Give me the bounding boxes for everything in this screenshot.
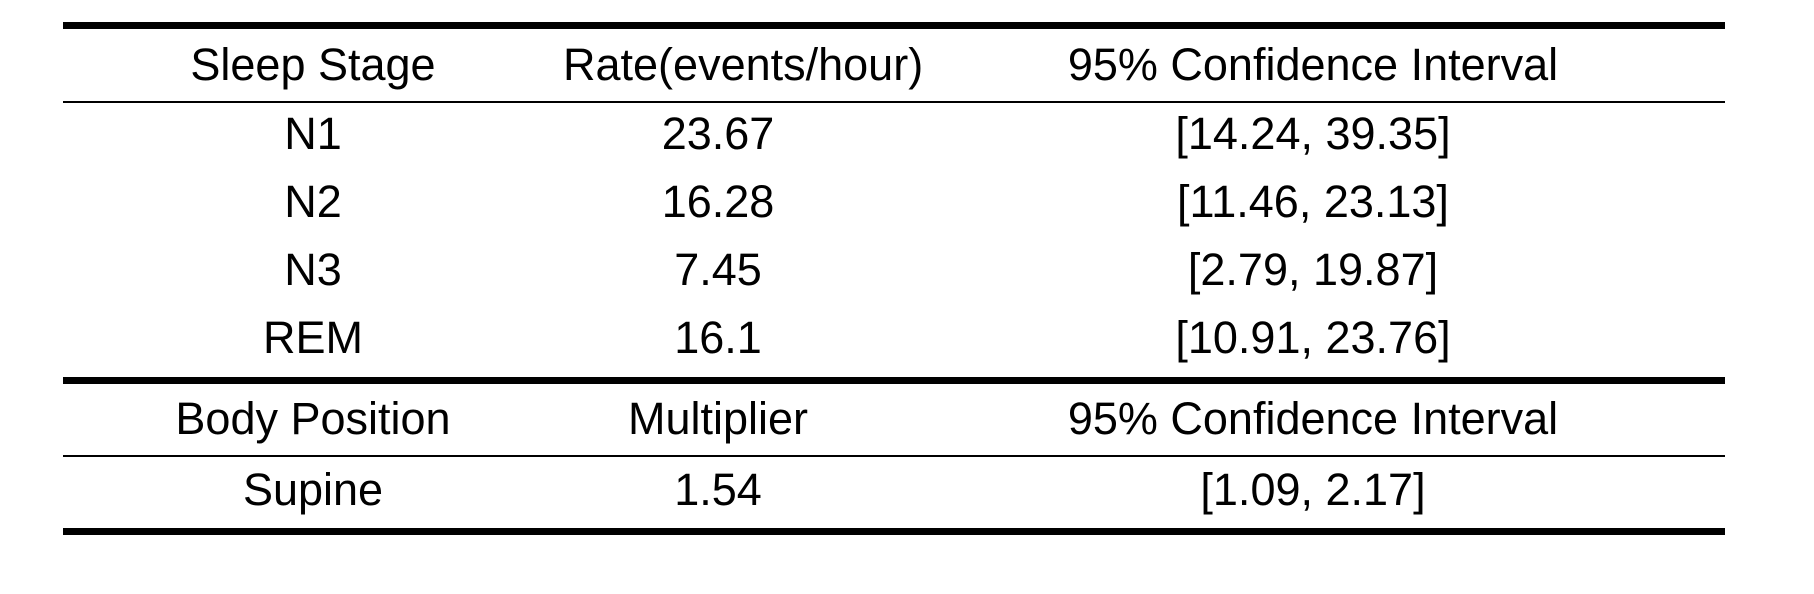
ci-cell: [1.09, 2.17] [1200,464,1426,515]
body-position-header-row: Body Position Multiplier 95% Confidence … [63,385,1725,453]
header-cell: Body Position [175,393,451,444]
table-row: N1 23.67 [14.24, 39.35] [63,100,1725,168]
header-cell: 95% Confidence Interval [1067,393,1559,444]
header-cell: 95% Confidence Interval [1067,39,1559,90]
position-cell: Supine [242,464,384,515]
stage-cell: N1 [284,108,342,159]
ci-cell: [14.24, 39.35] [1175,108,1451,159]
sleep-stage-header-row: Sleep Stage Rate(events/hour) 95% Confid… [63,31,1725,99]
rate-cell: 23.67 [661,108,775,159]
top-rule [63,22,1725,29]
ci-cell: [2.79, 19.87] [1187,244,1439,295]
header-rule [63,101,1725,103]
rate-cell: 7.45 [674,244,762,295]
stage-cell: N2 [284,176,342,227]
stage-cell: N3 [284,244,342,295]
rate-cell: 16.28 [661,176,775,227]
header-cell: Multiplier [627,393,809,444]
table-row: N2 16.28 [11.46, 23.13] [63,168,1725,236]
ci-cell: [11.46, 23.13] [1177,176,1449,227]
table-row: N3 7.45 [2.79, 19.87] [63,236,1725,304]
bottom-rule [63,528,1725,535]
table-row: REM 16.1 [10.91, 23.76] [63,304,1725,372]
rate-cell: 16.1 [674,312,762,363]
header-cell: Sleep Stage [190,39,436,90]
header-cell: Rate(events/hour) [563,39,924,90]
table-row: Supine 1.54 [1.09, 2.17] [63,456,1725,524]
header-rule [63,455,1725,457]
multiplier-cell: 1.54 [674,464,762,515]
ci-cell: [10.91, 23.76] [1175,312,1451,363]
stage-cell: REM [263,312,363,363]
section-rule [63,377,1725,384]
